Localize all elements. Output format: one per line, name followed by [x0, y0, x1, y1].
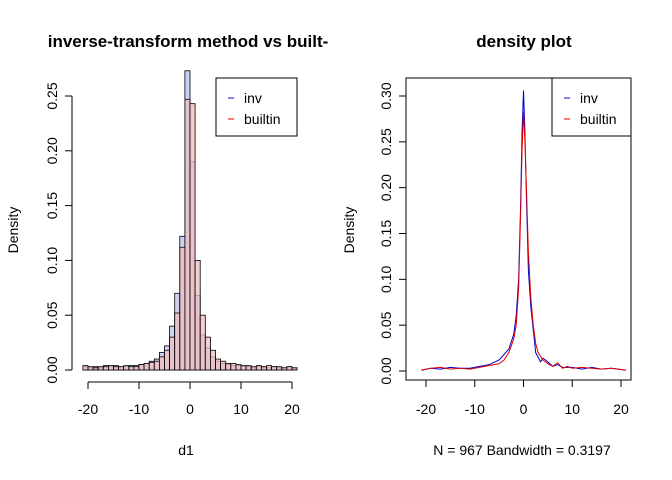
hist-bar-builtin — [189, 103, 196, 371]
histogram-y-label: Density — [5, 207, 21, 254]
density-axes: -20 -10 0 10 20 0.00 0.05 0.10 0.15 0.20 0.25 0.30 — [378, 82, 629, 417]
y-tick-label: 0.05 — [44, 301, 60, 328]
histogram-legend: inv builtin — [215, 77, 298, 137]
hist-bar-builtin — [225, 363, 232, 371]
x-tick-label: -20 — [78, 401, 98, 417]
hist-bar-builtin — [164, 349, 170, 371]
y-tick-label: 0.25 — [378, 128, 394, 155]
hist-bar-builtin — [250, 366, 257, 371]
x-tick-label: -20 — [416, 401, 436, 417]
hist-bar-builtin — [108, 365, 114, 371]
hist-bar-builtin — [128, 366, 135, 371]
hist-bar-builtin — [138, 364, 145, 371]
y-tick-label: 0.25 — [44, 82, 60, 109]
hist-bar-builtin — [153, 360, 160, 371]
density-plot-frame — [405, 77, 632, 381]
x-tick-label: 10 — [564, 401, 580, 417]
hist-bar-builtin — [143, 363, 150, 371]
density-title: density plot — [476, 32, 572, 51]
density-panel: density plot N = 967 Bandwidth = 0.3197 … — [341, 32, 632, 458]
y-tick-label: 0.05 — [378, 311, 394, 338]
hist-bar-builtin — [82, 365, 89, 371]
hist-bar-builtin — [230, 363, 237, 371]
hist-bar-builtin — [113, 366, 119, 371]
y-tick-label: 0.00 — [378, 357, 394, 384]
histogram-legend-box — [215, 77, 298, 137]
histogram-x-label: d1 — [178, 442, 194, 458]
x-tick-label: -10 — [129, 401, 149, 417]
hist-bar-builtin — [174, 312, 181, 371]
hist-bar-builtin — [184, 98, 191, 371]
hist-bar-builtin — [209, 349, 216, 371]
density-legend: inv builtin — [551, 77, 632, 137]
hist-bar-builtin — [92, 367, 99, 371]
legend-builtin-label: builtin — [244, 111, 281, 127]
histogram-axes: -20 -10 0 10 20 0.00 0.05 0.10 0.15 0.20 0.25 — [44, 82, 300, 417]
hist-bar-builtin — [179, 246, 186, 371]
hist-bar-builtin — [235, 364, 242, 371]
x-tick-label: 0 — [520, 401, 528, 417]
x-tick-label: 20 — [284, 401, 300, 417]
hist-bar-builtin — [260, 366, 267, 371]
histogram-panel: inverse-transform method vs built- d1 De… — [5, 32, 328, 458]
y-tick-label: 0.20 — [378, 174, 394, 201]
hist-bar-builtin — [240, 365, 247, 371]
hist-bar-builtin — [245, 365, 252, 371]
density-x-label: N = 967 Bandwidth = 0.3197 — [433, 442, 611, 458]
density-legend-box — [551, 77, 632, 137]
hist-bar-builtin — [123, 365, 130, 371]
histogram-title: inverse-transform method vs built- — [48, 32, 329, 51]
hist-bar-builtin — [286, 366, 293, 371]
hist-bar-builtin — [271, 366, 278, 371]
hist-bar-builtin — [118, 366, 125, 371]
y-tick-label: 0.15 — [378, 220, 394, 247]
hist-bar-builtin — [215, 358, 221, 371]
y-tick-label: 0.15 — [44, 192, 60, 219]
hist-bar-builtin — [102, 366, 109, 371]
hist-bar-builtin — [291, 367, 298, 371]
hist-bar-builtin — [220, 360, 227, 371]
y-tick-label: 0.10 — [378, 265, 394, 292]
x-tick-label: -10 — [465, 401, 485, 417]
hist-bar-builtin — [266, 365, 272, 371]
x-tick-label: 10 — [233, 401, 249, 417]
hist-bar-builtin — [87, 366, 94, 371]
legend-builtin-label: builtin — [580, 111, 617, 127]
histogram-bars-builtin — [82, 98, 298, 371]
hist-bar-builtin — [97, 366, 104, 371]
hist-bar-builtin — [276, 366, 283, 371]
x-tick-label: 20 — [613, 401, 629, 417]
x-tick-label: 0 — [186, 401, 194, 417]
density-y-label: Density — [341, 207, 357, 254]
hist-bar-builtin — [133, 366, 140, 371]
density-line-builtin — [421, 111, 626, 371]
hist-bar-builtin — [255, 365, 262, 371]
y-tick-label: 0.30 — [378, 82, 394, 109]
density-lines — [421, 90, 626, 371]
hist-bar-builtin — [148, 361, 155, 371]
hist-bar-builtin — [204, 336, 211, 371]
hist-bar-builtin — [194, 259, 201, 371]
hist-bar-builtin — [199, 314, 206, 371]
legend-inv-label: inv — [244, 90, 262, 106]
y-tick-label: 0.00 — [44, 356, 60, 383]
legend-inv-label: inv — [580, 90, 598, 106]
y-tick-label: 0.10 — [44, 247, 60, 274]
hist-bar-builtin — [169, 336, 176, 371]
y-tick-label: 0.20 — [44, 137, 60, 164]
hist-bar-builtin — [281, 367, 288, 371]
hist-bar-builtin — [158, 356, 165, 371]
